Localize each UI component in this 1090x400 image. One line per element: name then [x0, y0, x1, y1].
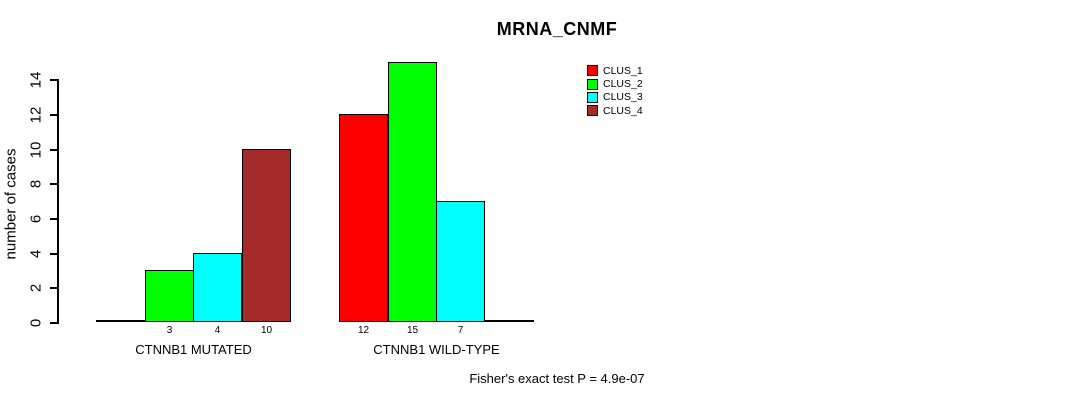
- y-axis-tick-label: 6: [27, 214, 45, 224]
- bar-value-label: 10: [260, 325, 273, 336]
- legend-swatch-clus_3: [587, 91, 598, 103]
- y-axis-tick: [50, 218, 57, 220]
- legend-swatch-clus_4: [587, 105, 598, 117]
- bar-clus_4-zero: [485, 320, 534, 322]
- y-axis-tick-label: 2: [27, 283, 45, 293]
- legend-swatch-clus_2: [587, 78, 598, 90]
- x-axis-group-label: CTNNB1 MUTATED: [135, 342, 252, 357]
- annotation-fisher-test: Fisher's exact test P = 4.9e-07: [469, 371, 645, 386]
- bar-clus_1: [339, 114, 388, 322]
- x-axis-group-label: CTNNB1 WILD-TYPE: [373, 342, 500, 357]
- y-axis-tick: [50, 114, 57, 116]
- legend-item-label: CLUS_4: [603, 104, 643, 117]
- y-axis-tick-label: 4: [27, 249, 45, 259]
- legend-swatch-clus_1: [587, 65, 598, 77]
- bar-value-label: 15: [406, 325, 419, 336]
- bar-clus_3: [193, 253, 242, 322]
- legend: CLUS_1 CLUS_2 CLUS_3 CLUS_4: [587, 64, 643, 118]
- y-axis-tick: [50, 149, 57, 151]
- legend-item-label: CLUS_3: [603, 91, 643, 104]
- chart-title: MRNA_CNMF: [496, 19, 618, 39]
- y-axis-tick: [50, 79, 57, 81]
- y-axis-tick: [50, 253, 57, 255]
- bar-clus_4: [242, 149, 291, 322]
- y-axis-tick-label: 12: [27, 106, 45, 124]
- bar-value-label: 4: [214, 325, 221, 336]
- bar-value-label: 3: [166, 325, 173, 336]
- bar-clus_3: [436, 201, 485, 322]
- y-axis-line: [57, 79, 59, 324]
- bar-value-label: 12: [357, 325, 370, 336]
- bar-clus_1-zero: [96, 320, 145, 322]
- y-axis-tick: [50, 287, 57, 289]
- y-axis-tick-label: 14: [27, 71, 45, 89]
- bar-value-label: 7: [457, 325, 464, 336]
- legend-item-label: CLUS_2: [603, 78, 643, 91]
- legend-item-label: CLUS_1: [603, 64, 643, 77]
- bar-clus_2: [145, 270, 194, 322]
- y-axis-tick: [50, 322, 57, 324]
- y-axis-tick: [50, 183, 57, 185]
- bar-clus_2: [388, 62, 437, 322]
- legend-item: CLUS_4: [587, 104, 643, 117]
- legend-item: CLUS_3: [587, 91, 643, 104]
- y-axis-label: number of cases: [2, 148, 20, 260]
- y-axis-tick-label: 8: [27, 179, 45, 189]
- legend-item: CLUS_1: [587, 64, 643, 77]
- y-axis-tick-label: 10: [27, 141, 45, 159]
- y-axis-tick-label: 0: [27, 318, 45, 328]
- legend-item: CLUS_2: [587, 77, 643, 90]
